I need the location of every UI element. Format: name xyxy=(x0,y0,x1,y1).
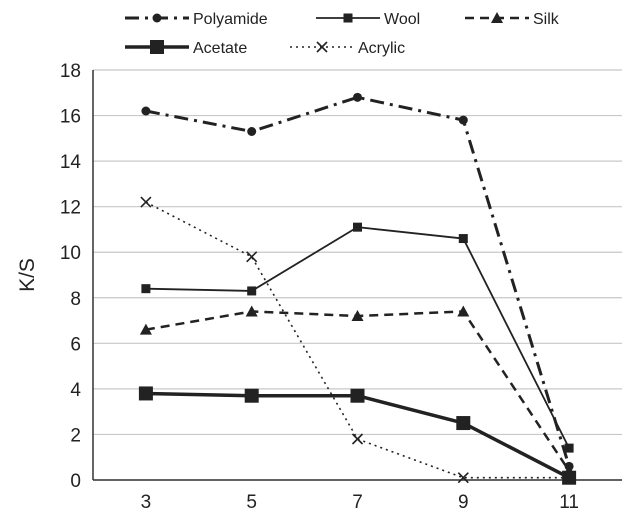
legend-label: Acetate xyxy=(193,40,247,57)
series-line-acrylic xyxy=(145,201,570,479)
data-point-silk xyxy=(457,305,470,317)
x-tick-label: 11 xyxy=(559,492,579,513)
data-point-polyamide xyxy=(247,127,257,136)
y-tick-label: 2 xyxy=(70,425,81,446)
y-tick-label: 16 xyxy=(60,107,81,128)
series-polyamide xyxy=(141,92,574,471)
tick-labels: 0 2 4 6 8 10 12 14 16 18 3 5 7 9 11 K/S xyxy=(16,61,579,513)
legend-item-wool: Wool xyxy=(316,11,420,28)
y-tick-label: 18 xyxy=(60,61,81,82)
legend-item-acrylic: Acrylic xyxy=(290,40,405,57)
data-point-polyamide xyxy=(458,115,468,125)
legend-label: Polyamide xyxy=(193,11,268,28)
x-tick-label: 9 xyxy=(458,492,469,513)
data-point-silk xyxy=(139,323,152,335)
legend-marker xyxy=(152,13,162,23)
data-point-polyamide xyxy=(353,92,362,102)
legend-marker xyxy=(150,40,164,54)
legend-item-polyamide: Polyamide xyxy=(125,11,268,28)
legend-label: Wool xyxy=(384,11,420,28)
data-point-wool xyxy=(564,443,574,453)
data-point-silk xyxy=(351,310,364,321)
y-axis-label: K/S xyxy=(16,258,39,292)
y-tick-label: 10 xyxy=(60,243,81,264)
series-wool xyxy=(141,222,574,453)
series-acetate xyxy=(138,386,577,485)
y-tick-label: 6 xyxy=(70,334,81,355)
y-tick-label: 8 xyxy=(70,289,81,310)
legend-marker xyxy=(316,41,328,53)
y-tick-label: 12 xyxy=(60,198,81,219)
legend-label: Acrylic xyxy=(358,40,405,57)
y-tick-label: 14 xyxy=(60,152,82,173)
data-point-wool xyxy=(458,234,468,244)
gridlines xyxy=(93,69,622,481)
axes xyxy=(92,70,622,481)
data-point-acrylic xyxy=(351,433,364,445)
x-tick-label: 7 xyxy=(352,492,363,513)
series-line-acetate xyxy=(145,391,570,480)
data-point-acetate xyxy=(138,386,153,401)
y-tick-label: 0 xyxy=(70,471,81,492)
legend-marker xyxy=(343,13,353,23)
data-point-acetate xyxy=(350,388,365,403)
legend: Polyamide Wool Silk Acetate Acrylic xyxy=(125,11,560,57)
legend-label: Silk xyxy=(533,11,560,28)
series-acrylic xyxy=(140,196,575,484)
y-tick-label: 4 xyxy=(70,380,81,401)
data-point-wool xyxy=(247,286,257,296)
legend-marker xyxy=(491,12,503,23)
series-line-polyamide xyxy=(145,95,571,467)
x-tick-label: 3 xyxy=(141,492,152,513)
data-point-acrylic xyxy=(246,251,258,263)
x-tick-label: 5 xyxy=(246,492,257,513)
legend-item-silk: Silk xyxy=(465,11,560,28)
data-point-acrylic xyxy=(563,472,575,484)
data-point-wool xyxy=(353,222,362,232)
data-point-silk xyxy=(245,305,258,317)
series-lines xyxy=(138,92,577,485)
data-point-acrylic xyxy=(140,196,152,208)
data-point-wool xyxy=(141,284,151,294)
data-point-acetate xyxy=(456,416,471,431)
legend-item-acetate: Acetate xyxy=(125,40,247,57)
data-point-polyamide xyxy=(141,106,151,116)
data-point-acrylic xyxy=(457,472,469,484)
data-point-acetate xyxy=(244,388,259,403)
